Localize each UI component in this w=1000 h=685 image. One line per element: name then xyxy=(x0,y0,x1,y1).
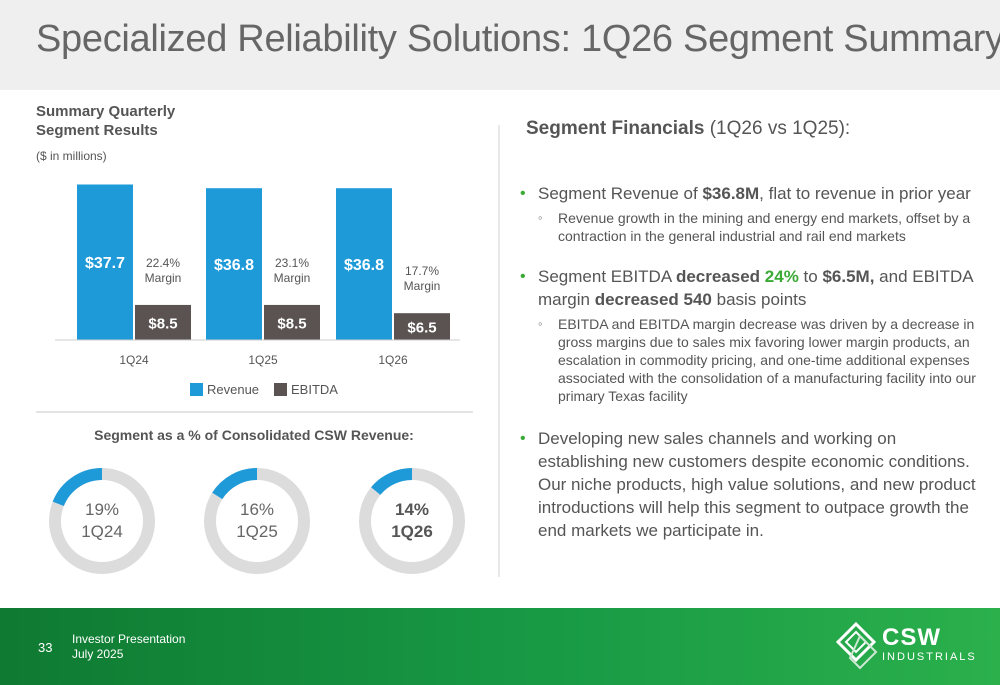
donut-ring xyxy=(359,468,465,574)
legend-label-ebitda: EBITDA xyxy=(291,382,338,397)
revenue-bar-label: $36.8 xyxy=(344,257,384,274)
presentation-info: Investor Presentation July 2025 xyxy=(72,632,185,662)
revenue-bar xyxy=(336,188,392,340)
financials-bullets: Segment Revenue of $36.8M, flat to reven… xyxy=(520,182,980,542)
donut-fill-arc xyxy=(359,468,465,574)
margin-label: Margin xyxy=(145,271,182,285)
csw-logo: CSW INDUSTRIALS xyxy=(836,622,976,672)
revenue-bar xyxy=(206,188,262,340)
bullet-bold: $36.8M xyxy=(702,184,760,203)
sub-bullet-revenue: Revenue growth in the mining and energy … xyxy=(520,209,980,245)
revenue-bar xyxy=(77,184,133,340)
bullet-text: to xyxy=(798,267,823,286)
presentation-name: Investor Presentation xyxy=(72,632,186,646)
bullet-green-pct: 24% xyxy=(764,267,799,286)
presentation-date: July 2025 xyxy=(72,647,124,661)
horizontal-divider xyxy=(36,411,473,413)
margin-label: Margin xyxy=(274,271,311,285)
bullet-ebitda: Segment EBITDA decreased 24% to $6.5M, a… xyxy=(520,265,980,311)
bullet-growth: Developing new sales channels and workin… xyxy=(520,427,980,542)
donut-1q25: 16% 1Q25 xyxy=(202,466,312,576)
financials-title-rest: (1Q26 vs 1Q25): xyxy=(704,118,851,139)
margin-label: Margin xyxy=(404,279,441,293)
logo-text: CSW xyxy=(882,624,941,651)
x-tick-label: 1Q26 xyxy=(378,353,408,367)
page-number: 33 xyxy=(38,640,53,655)
ebitda-bar-label: $8.5 xyxy=(277,315,306,332)
bullet-text: Segment EBITDA xyxy=(538,267,676,286)
bullet-revenue: Segment Revenue of $36.8M, flat to reven… xyxy=(520,182,980,205)
ebitda-bar-label: $8.5 xyxy=(148,315,177,332)
bullet-text: basis points xyxy=(711,290,807,309)
revenue-bar-label: $36.8 xyxy=(214,257,254,274)
financials-title-bold: Segment Financials xyxy=(526,118,705,139)
donut-fill-arc xyxy=(204,468,310,574)
bullet-text: and EBITDA margin xyxy=(538,267,973,309)
donut-heading: Segment as a % of Consolidated CSW Reven… xyxy=(94,427,414,443)
donut-ring xyxy=(204,468,310,574)
ebitda-bar xyxy=(394,313,450,340)
footer: 33 Investor Presentation July 2025 CSW I… xyxy=(0,608,1000,685)
csw-diamond-icon xyxy=(836,622,878,670)
x-tick-label: 1Q25 xyxy=(248,353,278,367)
donut-1q24: 19% 1Q24 xyxy=(47,466,157,576)
legend-swatch-ebitda xyxy=(274,383,287,396)
chart-heading-line2: Segment Results xyxy=(36,122,158,139)
bullet-text: , flat to revenue in prior year xyxy=(759,184,971,203)
margin-value: 17.7% xyxy=(405,264,439,278)
sub-bullet-ebitda: EBITDA and EBITDA margin decrease was dr… xyxy=(520,315,980,405)
chart-units: ($ in millions) xyxy=(36,149,107,163)
donut-ring xyxy=(49,468,155,574)
donut-1q26: 14% 1Q26 xyxy=(357,466,467,576)
title-bar: Specialized Reliability Solutions: 1Q26 … xyxy=(0,0,1000,90)
margin-value: 22.4% xyxy=(146,256,180,270)
ebitda-bar xyxy=(264,304,320,340)
logo-subtext: INDUSTRIALS xyxy=(882,651,977,663)
revenue-bar-label: $37.7 xyxy=(85,255,125,272)
donut-period: 1Q24 xyxy=(81,522,123,541)
chart-heading: Summary Quarterly Segment Results xyxy=(36,102,175,140)
donut-pct: 14% xyxy=(394,500,430,519)
donut-period: 1Q25 xyxy=(236,522,278,541)
bullet-text: Segment Revenue of xyxy=(538,184,703,203)
donut-pct: 16% xyxy=(239,500,275,519)
chart-heading-line1: Summary Quarterly xyxy=(36,103,176,120)
bullet-bold: $6.5M, xyxy=(822,267,875,286)
donut-pct: 19% xyxy=(84,500,120,519)
donut-fill-arc xyxy=(49,468,155,574)
legend-swatch-revenue xyxy=(190,383,203,396)
financials-title: Segment Financials (1Q26 vs 1Q25): xyxy=(526,118,850,140)
margin-value: 23.1% xyxy=(275,256,309,270)
bullet-bold: decreased 540 xyxy=(594,290,712,309)
ebitda-bar-label: $6.5 xyxy=(407,320,436,337)
legend-label-revenue: Revenue xyxy=(207,382,259,397)
donut-period: 1Q26 xyxy=(391,522,433,541)
ebitda-bar xyxy=(135,304,191,340)
page-title: Specialized Reliability Solutions: 1Q26 … xyxy=(36,18,1000,60)
bullet-bold: decreased xyxy=(675,267,765,286)
vertical-divider xyxy=(498,125,500,577)
bar-chart: $37.7$8.522.4%Margin1Q24$36.8$8.523.1%Ma… xyxy=(55,184,460,397)
x-tick-label: 1Q24 xyxy=(119,353,149,367)
